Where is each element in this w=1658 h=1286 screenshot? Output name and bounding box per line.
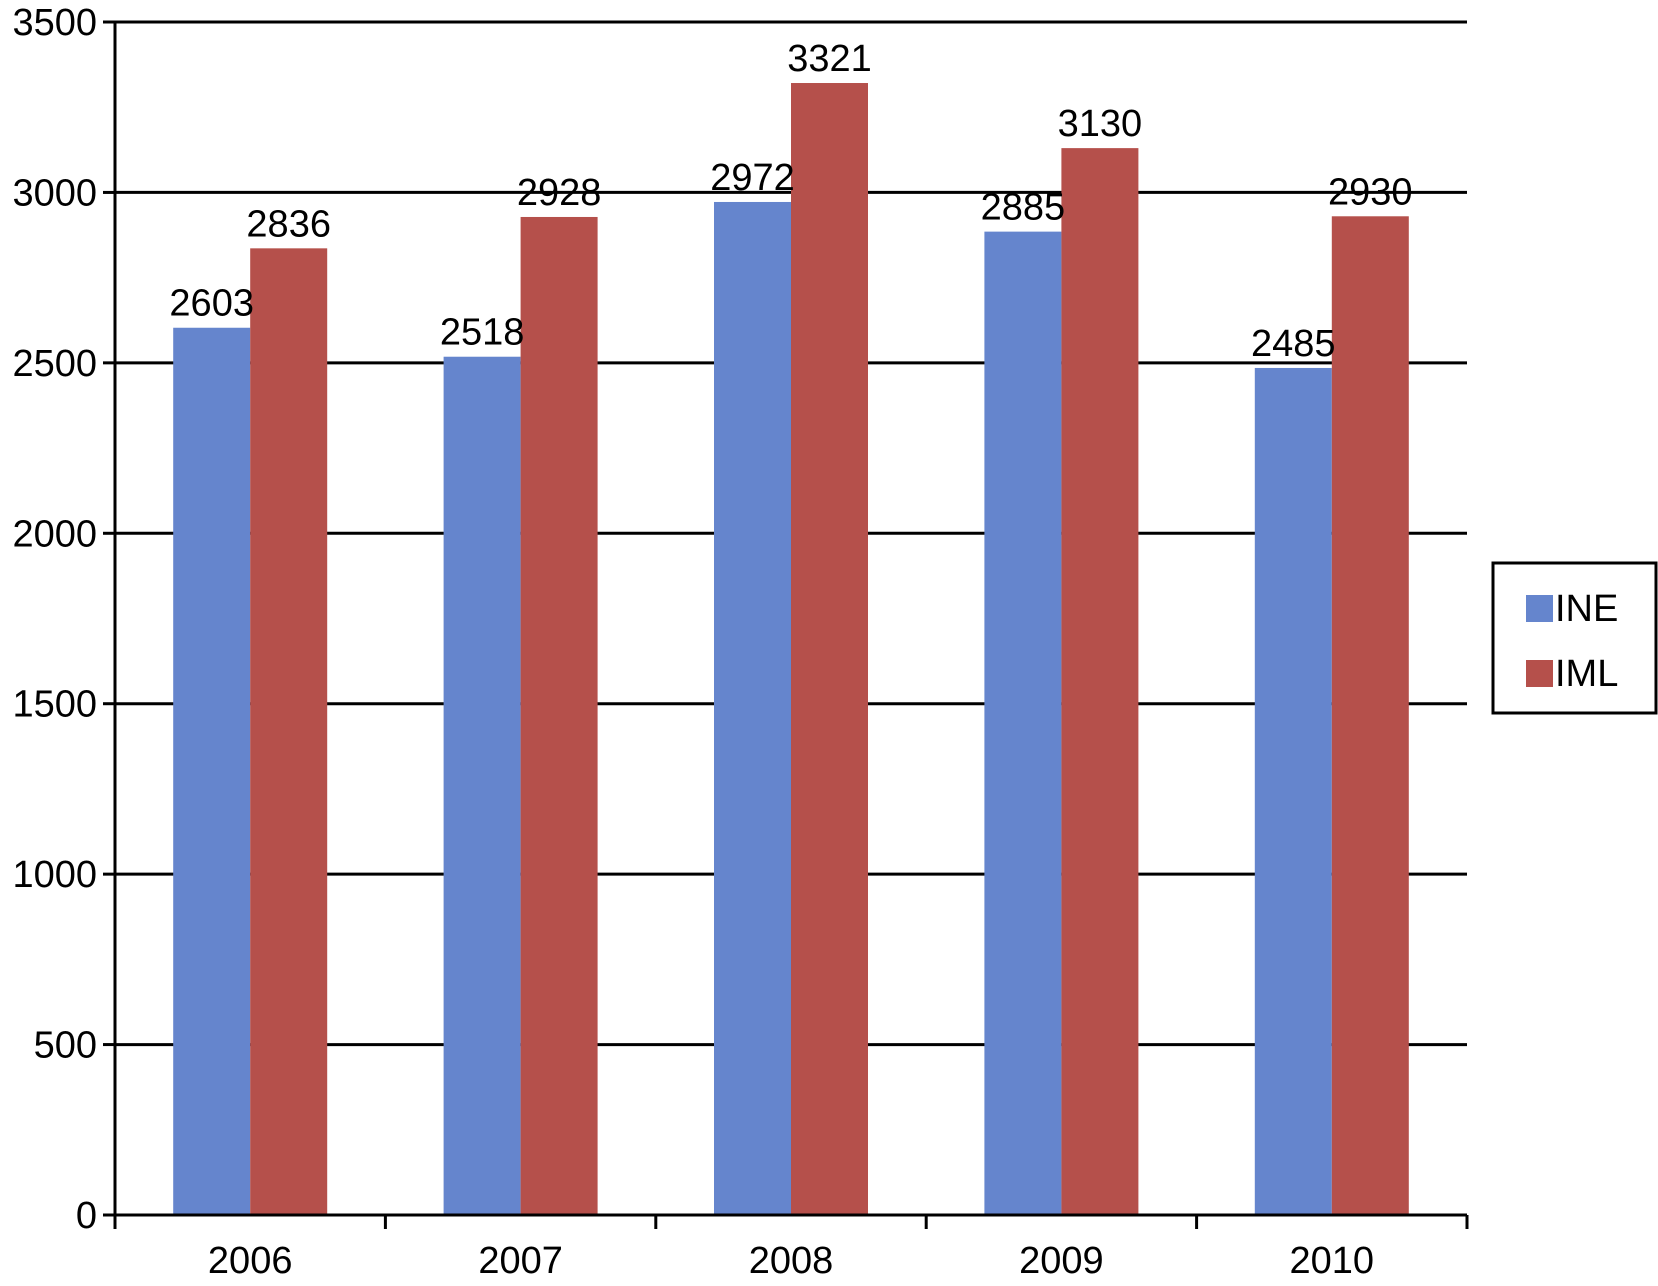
axes: 0 500 1000 1500 2000 2500 3000 3500 2006 2007 2008… [12, 2, 1469, 1282]
y-tick-label: 0 [76, 1195, 97, 1237]
bar-ine-2009 [984, 231, 1062, 1215]
x-tick-label: 2010 [1290, 1240, 1375, 1282]
legend-swatch-ine [1526, 595, 1553, 622]
bar-iml-2010 [1331, 216, 1409, 1215]
data-label-iml-2008: 3321 [787, 38, 872, 80]
bar-ine-2008 [714, 201, 791, 1216]
bar-iml-2006 [250, 248, 328, 1215]
data-label-iml-2010: 2930 [1328, 171, 1413, 213]
x-tick-label: 2006 [208, 1240, 293, 1282]
bars [173, 83, 1409, 1216]
y-tick-label: 3000 [12, 172, 97, 214]
data-labels: 2603 2836 2518 2928 2972 3321 2885 3130 2485 2930 [169, 38, 1412, 365]
bar-iml-2007 [520, 216, 598, 1216]
bar-iml-2008 [791, 83, 868, 1215]
y-tick-label: 500 [34, 1025, 97, 1067]
y-tick-label: 2000 [12, 513, 97, 555]
bar-iml-2009 [1061, 148, 1139, 1215]
data-label-ine-2010: 2485 [1251, 323, 1336, 365]
data-label-ine-2006: 2603 [169, 283, 254, 325]
legend-label-iml: IML [1555, 653, 1618, 695]
data-label-iml-2009: 3130 [1058, 103, 1143, 145]
legend: INE IML [1491, 561, 1658, 715]
data-label-ine-2008: 2972 [710, 157, 795, 199]
bar-ine-2010 [1254, 367, 1332, 1216]
data-label-iml-2006: 2836 [246, 203, 331, 245]
legend-swatch-iml [1526, 660, 1553, 687]
y-tick-label: 1000 [12, 854, 97, 896]
bar-ine-2006 [173, 327, 251, 1215]
bar-ine-2007 [443, 356, 521, 1216]
data-label-iml-2007: 2928 [517, 172, 602, 214]
x-tick-label: 2007 [478, 1240, 563, 1282]
legend-label-ine: INE [1555, 588, 1618, 630]
y-tick-label: 1500 [12, 684, 97, 726]
y-tick-label: 3500 [12, 2, 97, 44]
x-tick-label: 2008 [749, 1240, 834, 1282]
x-tick-label: 2009 [1019, 1240, 1104, 1282]
data-label-ine-2009: 2885 [981, 187, 1066, 229]
data-label-ine-2007: 2518 [440, 312, 525, 354]
legend-box [1491, 561, 1658, 715]
y-tick-label: 2500 [12, 343, 97, 385]
